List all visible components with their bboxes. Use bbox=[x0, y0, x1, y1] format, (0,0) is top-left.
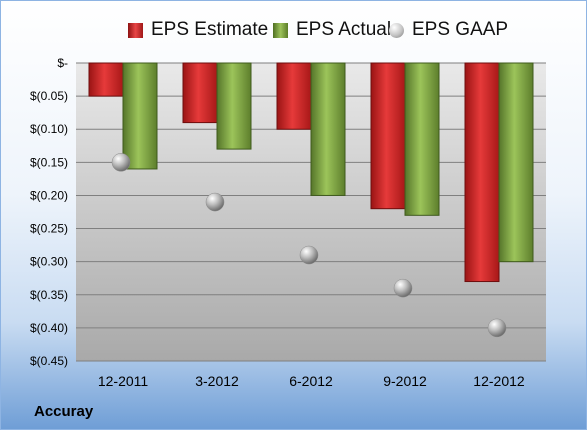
legend-swatch-eps-actual bbox=[273, 22, 288, 38]
y-tick-label: $(0.15) bbox=[30, 155, 68, 169]
bar-eps-actual-3-2012 bbox=[216, 62, 252, 150]
bar-eps-estimate-9-2012 bbox=[370, 62, 406, 210]
bar-eps-estimate-6-2012 bbox=[276, 62, 312, 130]
y-tick-label: $(0.40) bbox=[30, 321, 68, 335]
y-tick-label: $(0.35) bbox=[30, 288, 68, 302]
legend-item-eps-gaap: EPS GAAP bbox=[389, 15, 508, 45]
bar-eps-estimate-3-2012 bbox=[182, 62, 218, 124]
legend: EPS Estimate EPS Actual EPS GAAP bbox=[1, 15, 587, 45]
y-tick-label: $(0.10) bbox=[30, 122, 68, 136]
bar-eps-estimate-12-2011 bbox=[88, 62, 124, 97]
bar-eps-actual-9-2012 bbox=[404, 62, 440, 216]
company-name: Accuray bbox=[34, 403, 94, 420]
legend-label-eps-estimate: EPS Estimate bbox=[151, 19, 269, 40]
bar-eps-actual-6-2012 bbox=[310, 62, 346, 196]
y-tick-label: $(0.45) bbox=[30, 354, 68, 368]
legend-label-eps-gaap: EPS GAAP bbox=[412, 19, 509, 40]
point-eps-gaap-3-2012 bbox=[205, 192, 225, 212]
legend-swatch-eps-gaap bbox=[389, 22, 404, 38]
bar-eps-actual-12-2011 bbox=[122, 62, 158, 170]
point-eps-gaap-9-2012 bbox=[393, 278, 413, 298]
bar-eps-actual-12-2012 bbox=[498, 62, 534, 263]
x-tick-label: 6-2012 bbox=[289, 373, 333, 389]
point-eps-gaap-6-2012 bbox=[299, 245, 319, 265]
point-eps-gaap-12-2012 bbox=[487, 318, 507, 338]
x-tick-label: 9-2012 bbox=[383, 373, 427, 389]
y-tick-label: $(0.20) bbox=[30, 188, 68, 202]
x-tick-label: 12-2011 bbox=[98, 373, 149, 389]
x-tick-label: 12-2012 bbox=[473, 373, 525, 389]
y-tick-label: $- bbox=[57, 56, 68, 70]
legend-swatch-eps-estimate bbox=[128, 22, 143, 38]
point-eps-gaap-12-2011 bbox=[111, 153, 131, 172]
legend-label-eps-actual: EPS Actual bbox=[296, 19, 392, 40]
bar-eps-estimate-12-2012 bbox=[464, 62, 500, 283]
legend-item-eps-estimate: EPS Estimate bbox=[128, 15, 268, 45]
x-tick-label: 3-2012 bbox=[195, 373, 239, 389]
y-tick-label: $(0.25) bbox=[30, 222, 68, 236]
y-tick-label: $(0.30) bbox=[30, 255, 68, 269]
y-tick-label: $(0.05) bbox=[30, 89, 68, 103]
legend-item-eps-actual: EPS Actual bbox=[273, 15, 391, 45]
